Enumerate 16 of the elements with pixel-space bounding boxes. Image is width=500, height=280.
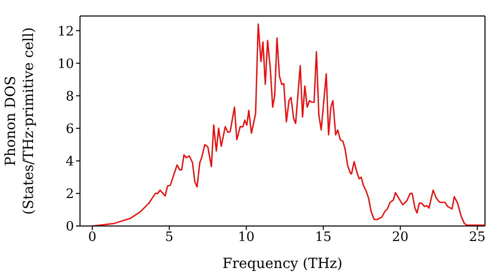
y-axis-title: Phonon DOS (States/THz·primitive cell) <box>3 27 37 215</box>
x-axis-title: Frequency (THz) <box>222 256 343 272</box>
line-series <box>92 23 485 226</box>
y-tick-label: 10 <box>57 56 74 72</box>
y-tick-label: 0 <box>66 220 74 235</box>
x-tick-label: 0 <box>88 230 96 246</box>
y-tick-label: 8 <box>66 89 74 104</box>
x-tick-label: 15 <box>315 230 332 246</box>
x-tick-label: 20 <box>392 230 409 246</box>
y-tick-label: 12 <box>57 24 74 40</box>
x-tick-label: 5 <box>165 230 174 246</box>
y-tick-label: 2 <box>66 187 74 202</box>
y-tick-label: 4 <box>66 154 74 170</box>
x-tick-label: 25 <box>469 230 486 246</box>
x-tick-label: 10 <box>238 230 255 246</box>
y-tick-label: 6 <box>66 122 74 137</box>
